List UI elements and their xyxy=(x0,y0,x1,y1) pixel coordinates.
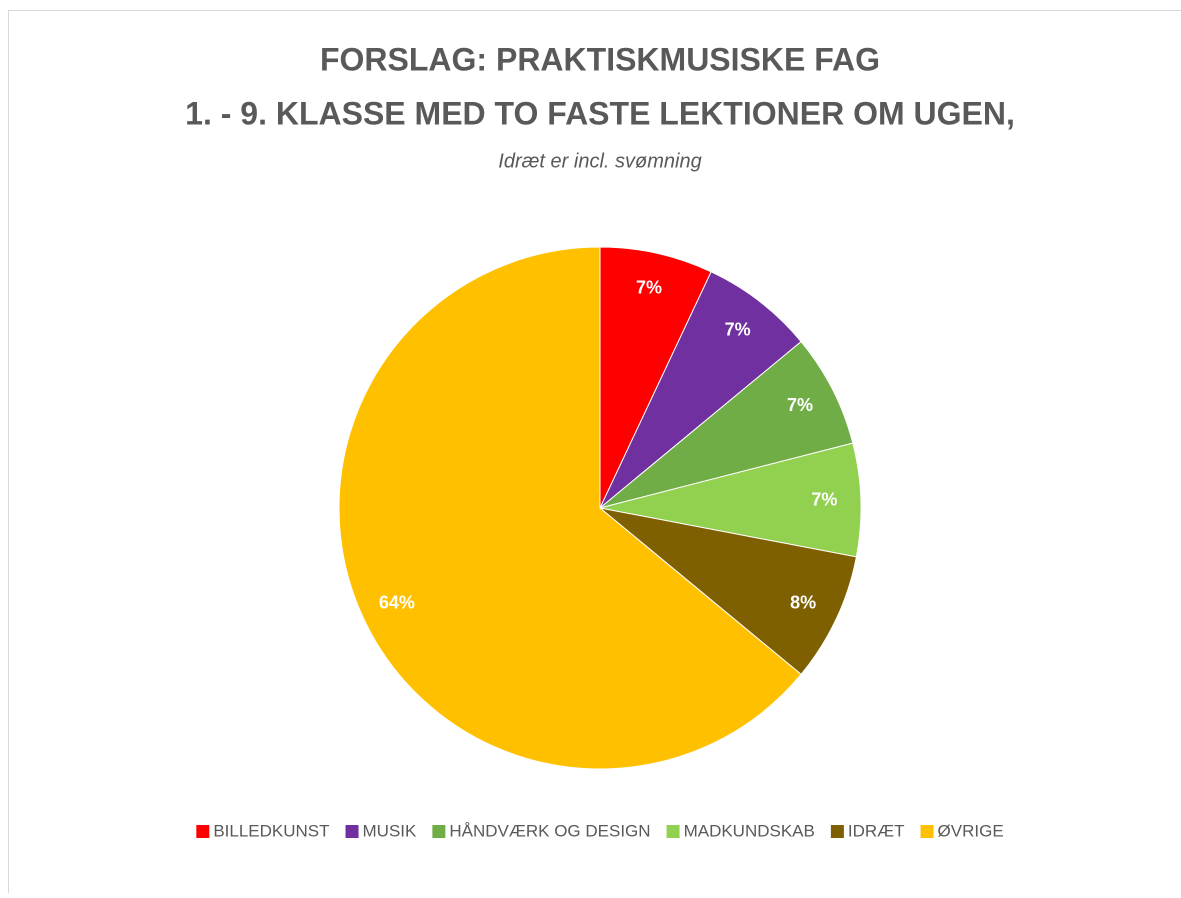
chart-title: FORSLAG: PRAKTISKMUSISKE FAG xyxy=(320,41,880,77)
data-label: 8% xyxy=(790,592,816,612)
legend-swatch xyxy=(831,825,844,838)
legend-swatch xyxy=(921,825,934,838)
data-label: 64% xyxy=(379,592,415,612)
legend-label: MUSIK xyxy=(363,821,418,840)
legend-label: IDRÆT xyxy=(848,821,905,840)
chart-title: 1. - 9. KLASSE MED TO FASTE LEKTIONER OM… xyxy=(185,95,1015,131)
chart-subtitle: Idræt er incl. svømning xyxy=(498,150,701,172)
legend-label: ØVRIGE xyxy=(938,821,1004,840)
legend-swatch xyxy=(432,825,445,838)
legend-swatch xyxy=(196,825,209,838)
legend-label: HÅNDVÆRK OG DESIGN xyxy=(449,821,650,840)
data-label: 7% xyxy=(787,395,813,415)
data-label: 7% xyxy=(725,319,751,339)
data-label: 7% xyxy=(811,490,837,510)
legend-swatch xyxy=(346,825,359,838)
legend-swatch xyxy=(667,825,680,838)
legend-label: BILLEDKUNST xyxy=(213,821,329,840)
data-label: 7% xyxy=(636,278,662,298)
legend-label: MADKUNDSKAB xyxy=(684,821,815,840)
